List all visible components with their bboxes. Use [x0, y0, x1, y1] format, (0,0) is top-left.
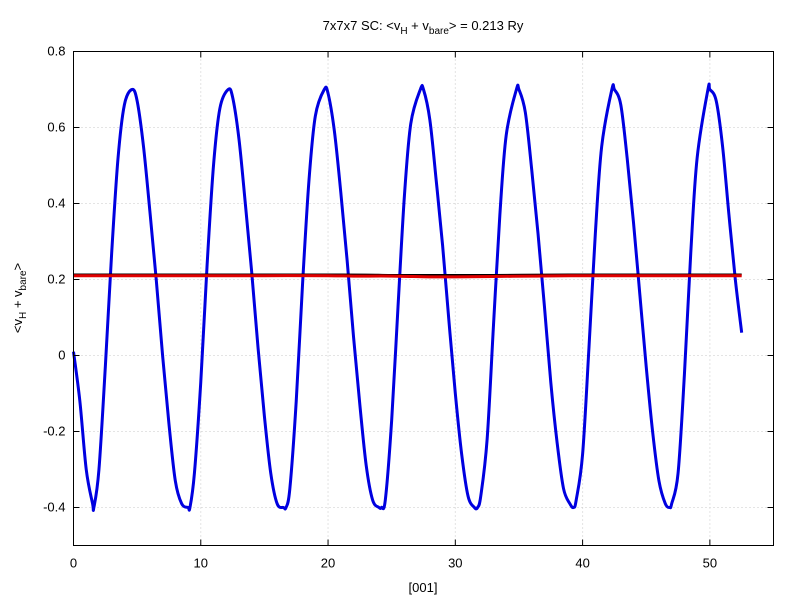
x-tick-label: 40 [575, 556, 589, 571]
y-tick-label: 0.2 [47, 272, 65, 287]
y-tick-label: 0.6 [47, 120, 65, 135]
x-tick-label: 10 [194, 556, 208, 571]
y-tick-label: 0.4 [47, 196, 65, 211]
x-tick-label: 50 [703, 556, 717, 571]
y-axis-label: <vH + vbare> [10, 263, 29, 333]
chart-title: 7x7x7 SC: <vH + vbare> = 0.213 Ry [323, 18, 524, 37]
y-tick-label: -0.2 [43, 424, 65, 439]
y-tick-label: 0 [58, 348, 65, 363]
series-line-3 [73, 274, 742, 279]
series-line-1 [72, 82, 744, 512]
grid [73, 51, 774, 546]
x-tick-label: 20 [321, 556, 335, 571]
y-tick-label: 0.8 [47, 44, 65, 59]
plot-frame [73, 51, 774, 546]
x-axis-label: [001] [409, 580, 438, 595]
series-layer [72, 82, 744, 512]
y-tick-label: -0.4 [43, 500, 65, 515]
x-tick-label: 30 [448, 556, 462, 571]
x-tick-label: 0 [70, 556, 77, 571]
ticks: 0 10 20 30 40 50 -0.4 -0.2 0 0.2 0.4 0.6 0.8 [43, 44, 774, 571]
